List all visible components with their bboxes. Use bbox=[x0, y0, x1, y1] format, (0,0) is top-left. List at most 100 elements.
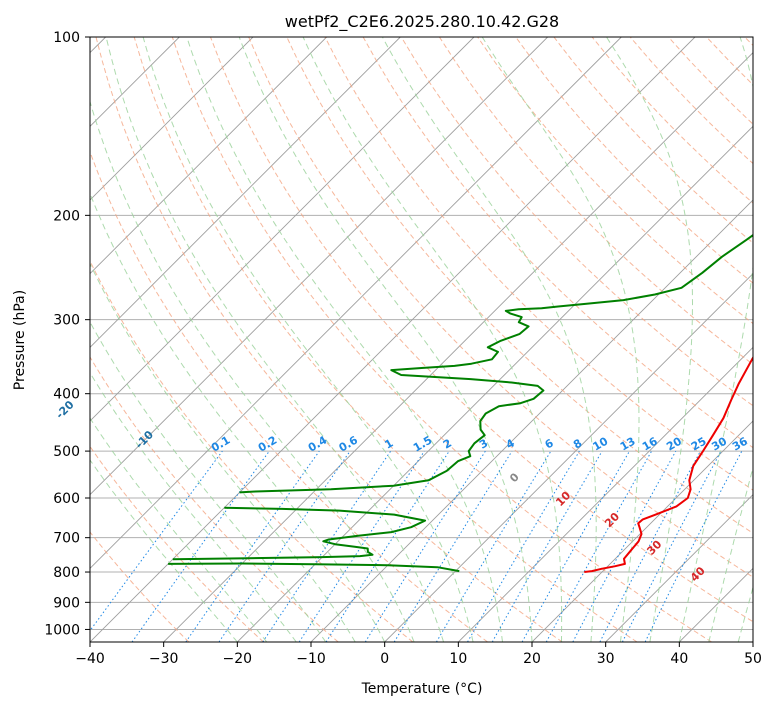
x-axis-label: Temperature (°C) bbox=[361, 681, 483, 697]
mixing-ratio-line bbox=[644, 450, 743, 642]
y-tick-label: 300 bbox=[53, 313, 80, 329]
y-tick-label: 100 bbox=[53, 30, 80, 46]
dry-adiabat-line bbox=[90, 259, 414, 642]
dewpoint-profile-upper bbox=[239, 233, 753, 494]
x-tick-label: −20 bbox=[223, 651, 253, 667]
moist-adiabat-line bbox=[90, 99, 415, 642]
dry-adiabat-line bbox=[668, 37, 753, 125]
dry-adiabat-line bbox=[95, 37, 563, 642]
moist-adiabat-line bbox=[90, 417, 268, 642]
y-axis-label: Pressure (hPa) bbox=[12, 290, 28, 390]
mixing-ratio-line bbox=[218, 450, 351, 642]
isotherm-line bbox=[531, 420, 753, 642]
dry-adiabat-line bbox=[324, 37, 753, 491]
y-tick-label: 600 bbox=[53, 491, 80, 507]
x-tick-label: −10 bbox=[296, 651, 326, 667]
mixing-ratio-label: 1 bbox=[382, 437, 395, 452]
isotherm-line bbox=[384, 273, 753, 642]
mixing-ratio-line bbox=[393, 450, 513, 642]
isotherm-line bbox=[163, 52, 753, 642]
y-axis-ticks: 100 200 300 400 500 600 700 800 900 1000 bbox=[44, 30, 90, 638]
x-tick-label: 50 bbox=[744, 651, 762, 667]
moist-adiabat-line bbox=[90, 459, 238, 642]
dry-adiabat-label: -30 bbox=[0, 366, 2, 389]
dry-adiabat-line bbox=[133, 37, 638, 642]
profile-lines bbox=[168, 233, 753, 573]
moist-adiabat-line bbox=[90, 371, 297, 642]
isotherm-line bbox=[90, 37, 475, 422]
x-tick-label: −40 bbox=[75, 651, 105, 667]
moist-adiabat-line bbox=[238, 37, 533, 642]
isotherm-line bbox=[679, 567, 753, 642]
dry-adiabat-line bbox=[171, 37, 712, 642]
plot-frame bbox=[89, 36, 754, 643]
y-tick-label: 400 bbox=[53, 387, 80, 403]
mixing-ratio-line bbox=[572, 450, 677, 642]
dry-adiabat-line bbox=[438, 37, 753, 366]
x-axis-ticks: −40 −30 −20 −10 0 10 20 30 40 50 bbox=[75, 642, 762, 667]
moist-adiabat-line bbox=[302, 37, 563, 642]
temperature-profile bbox=[584, 355, 753, 573]
y-tick-label: 200 bbox=[53, 208, 80, 224]
moist-adiabat-line bbox=[186, 37, 503, 642]
mixing-ratio-line bbox=[545, 450, 653, 642]
moist-adiabat-line bbox=[90, 192, 386, 642]
mixing-ratio-line bbox=[467, 450, 580, 642]
mixing-ratio-label: 6 bbox=[543, 436, 556, 451]
moist-adiabat-line bbox=[481, 37, 640, 642]
x-tick-label: −30 bbox=[149, 651, 179, 667]
dry-adiabat-line bbox=[248, 37, 753, 578]
mixing-ratio-line bbox=[325, 450, 450, 642]
mixing-ratio-line bbox=[185, 450, 320, 642]
isotherm-line bbox=[458, 346, 753, 642]
moist-adiabat-line bbox=[90, 321, 327, 642]
x-tick-label: 20 bbox=[523, 651, 541, 667]
dry-adiabat-line bbox=[706, 37, 753, 86]
dry-adiabat-line bbox=[210, 37, 753, 623]
x-tick-label: 10 bbox=[449, 651, 467, 667]
dewpoint-profile-lower bbox=[168, 562, 460, 573]
y-tick-label: 1000 bbox=[44, 622, 80, 638]
dry-adiabat-line bbox=[362, 37, 753, 449]
dry-adiabat-line bbox=[591, 37, 753, 204]
dry-adiabat-line bbox=[553, 37, 753, 244]
isotherm-line bbox=[237, 125, 753, 642]
isotherm-line bbox=[752, 641, 753, 642]
mixing-ratio-line bbox=[521, 450, 630, 642]
chart-title: wetPf2_C2E6.2025.280.10.42.G28 bbox=[285, 12, 559, 32]
moist-adiabat-line bbox=[737, 585, 753, 642]
x-tick-label: 40 bbox=[670, 651, 688, 667]
dry-adiabat-line bbox=[90, 150, 488, 642]
y-tick-label: 900 bbox=[53, 595, 80, 611]
isotherm-line bbox=[90, 37, 327, 275]
isotherm-line bbox=[310, 199, 753, 642]
mixing-ratio-line bbox=[298, 450, 425, 642]
dry-adiabat-line bbox=[400, 37, 753, 407]
y-tick-label: 500 bbox=[53, 444, 80, 460]
moist-adiabat-line bbox=[142, 37, 474, 642]
y-tick-label: 700 bbox=[53, 531, 80, 547]
isotherm-line bbox=[90, 37, 622, 569]
x-tick-label: 0 bbox=[380, 651, 389, 667]
moist-adiabat-label: 40 bbox=[688, 564, 708, 584]
dry-adiabat-line bbox=[744, 37, 753, 47]
moist-adiabat-label: 30 bbox=[644, 538, 664, 558]
moist-adiabat-label: 10 bbox=[553, 489, 573, 509]
moist-adiabat-line bbox=[708, 465, 753, 642]
dry-adiabat-line bbox=[515, 37, 753, 284]
moist-adiabat-line bbox=[90, 262, 356, 642]
isotherm-line bbox=[605, 494, 753, 642]
y-tick-label: 800 bbox=[53, 565, 80, 581]
dry-adiabat-line bbox=[90, 356, 339, 642]
isotherm-line bbox=[90, 37, 696, 642]
background-lines bbox=[90, 37, 753, 642]
dry-adiabat-line bbox=[90, 445, 264, 642]
moist-adiabat-line bbox=[381, 37, 597, 642]
isotherm-line bbox=[90, 37, 548, 496]
moist-adiabat-label: 0 bbox=[507, 470, 522, 485]
mixing-ratio-line bbox=[262, 450, 392, 642]
moist-adiabat-line bbox=[678, 37, 753, 642]
dry-adiabat-line bbox=[90, 531, 190, 642]
mixing-ratio-label: 4 bbox=[504, 436, 517, 451]
